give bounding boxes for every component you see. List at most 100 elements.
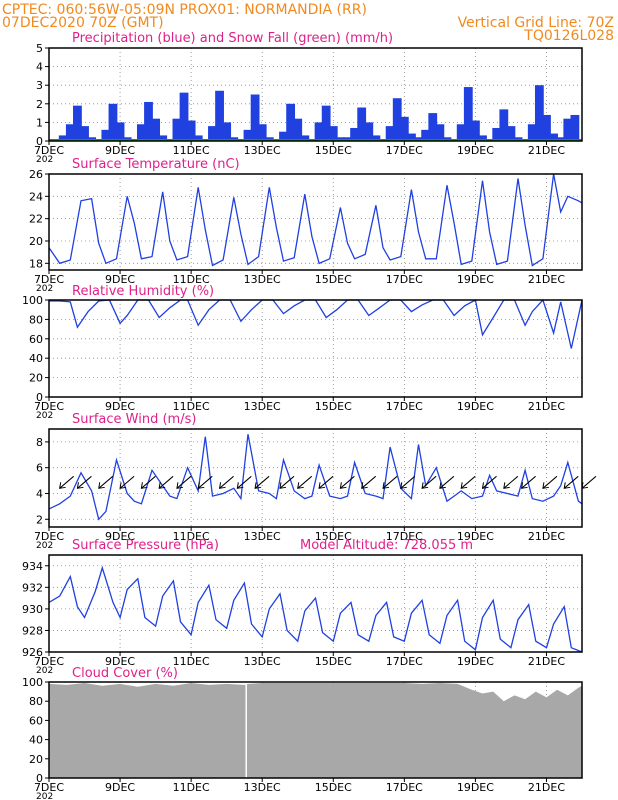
precip-bar [172, 118, 182, 141]
precip-bar [364, 122, 374, 141]
precip-bar [136, 124, 146, 141]
precip-bar [243, 129, 253, 141]
wind-arrow-head [439, 482, 446, 489]
xtick-label-cloud: 7DEC [34, 781, 64, 794]
wind-arrow-shaft [340, 475, 355, 489]
wind-arrow [59, 475, 74, 489]
xtick-label-wind: 7DEC [34, 530, 64, 543]
precip-bar [399, 116, 409, 141]
panel-frame-rh [48, 299, 583, 398]
xtick-label-precip: 21DEC [528, 144, 565, 157]
xtick-label-pressure: 13DEC [244, 655, 281, 668]
precip-bar [478, 135, 487, 141]
wind-arrow-head [197, 482, 205, 489]
year-stub-pressure: 202 [36, 666, 53, 676]
xtick-label-wind: 11DEC [173, 530, 210, 543]
precip-bar [208, 126, 217, 141]
ytick-label-temp: 22 [29, 213, 43, 226]
xtick-label-rh: 11DEC [173, 400, 210, 413]
header-model: TQ0126L028 [523, 28, 614, 44]
year-stub-cloud: 202 [36, 792, 53, 800]
xtick-label-temp: 9DEC [105, 273, 135, 286]
panel-cloud: Cloud Cover (%) 0 20 40 60 80 100 7DEC 9DEC 11DEC… [22, 666, 583, 800]
wind-arrow-head [520, 482, 528, 489]
ytick-label-rh: 20 [29, 372, 43, 385]
panel-title-pressure: Surface Pressure (hPa) [72, 538, 219, 553]
wind-arrow-head [59, 482, 66, 489]
precip-bar [193, 135, 203, 141]
panel-frame-wind [48, 428, 583, 528]
precip-bar [357, 107, 367, 141]
ytick-label-temp: 26 [29, 168, 43, 181]
xtick-label-wind: 19DEC [457, 530, 494, 543]
ytick-label-temp: 18 [29, 257, 43, 270]
wind-arrow [119, 475, 135, 489]
precip-bar [151, 118, 160, 141]
precip-bar [428, 113, 438, 141]
precip-bar [115, 122, 125, 141]
precip-bar [300, 135, 310, 141]
precip-bar [73, 105, 82, 141]
panel-subtitle-pressure: Model Altitude: 728.055 m [300, 538, 473, 553]
xtick-label-temp: 7DEC [34, 273, 64, 286]
ytick-label-rh: 0 [36, 391, 43, 404]
precip-bar [471, 120, 480, 141]
panel-title-cloud: Cloud Cover (%) [72, 666, 178, 681]
wind-arrow [140, 475, 156, 489]
header-line1: CPTEC: 060:56W-05:09N PROX01: NORMANDIA … [2, 2, 367, 18]
wind-arrow-shaft [279, 475, 295, 489]
wind-arrow-head [339, 482, 347, 489]
precip-bar [58, 135, 68, 141]
wind-arrow-shaft [400, 475, 416, 489]
wind-arrow [236, 475, 252, 489]
wind-arrow-head [563, 482, 571, 489]
precip-bar [314, 122, 324, 141]
wind-arrow-head [297, 482, 304, 489]
ytick-label-pressure: 930 [22, 603, 43, 616]
xtick-label-rh: 7DEC [34, 400, 64, 413]
wind-arrow [158, 475, 174, 489]
wind-arrow-shaft [254, 475, 270, 489]
precip-bar [250, 94, 260, 141]
ytick-label-pressure: 932 [22, 581, 43, 594]
wind-arrow-shaft [237, 475, 252, 489]
wind-arrow [382, 475, 398, 489]
series-line-temp [48, 173, 583, 267]
panel-frame-cloud [48, 681, 583, 779]
panel-temp: Surface Temperature (nC) 18 20 22 24 26 7DEC 9D… [29, 157, 583, 294]
ytick-label-cloud: 0 [36, 772, 43, 785]
precip-bar [506, 126, 516, 141]
wind-arrow-head [140, 482, 148, 489]
wind-arrow-shaft [77, 475, 92, 489]
wind-arrow-shaft [361, 475, 377, 489]
xtick-label-wind: 13DEC [244, 530, 281, 543]
xtick-label-cloud: 19DEC [457, 781, 494, 794]
precip-bar [392, 98, 402, 141]
wind-arrow [279, 475, 295, 489]
panel-title-temp: Surface Temperature (nC) [72, 157, 240, 172]
wind-arrow-shaft [158, 475, 174, 489]
xtick-label-pressure: 17DEC [386, 655, 423, 668]
wind-arrow [176, 475, 192, 489]
wind-arrow-shaft [521, 475, 536, 489]
wind-arrow [98, 475, 114, 489]
panel-wind: Surface Wind (m/s) 2 4 6 8 7DEC 9DEC 11DEC 13DEC… [34, 412, 597, 551]
wind-arrow [581, 475, 597, 489]
precip-bar [144, 101, 153, 141]
xtick-label-cloud: 11DEC [173, 781, 210, 794]
precip-bar [570, 114, 580, 141]
xtick-label-cloud: 13DEC [244, 781, 281, 794]
wind-arrow-head [421, 482, 429, 489]
ytick-label-cloud: 20 [29, 753, 43, 766]
precip-bar [222, 122, 232, 141]
ytick-label-precip: 3 [36, 79, 43, 92]
series-line-wind [48, 434, 583, 521]
xtick-label-precip: 15DEC [315, 144, 352, 157]
xtick-label-wind: 9DEC [105, 530, 135, 543]
wind-arrow [481, 475, 497, 489]
xtick-label-pressure: 19DEC [457, 655, 494, 668]
wind-arrow [197, 475, 213, 489]
xtick-label-pressure: 11DEC [173, 655, 210, 668]
xtick-label-temp: 13DEC [244, 273, 281, 286]
